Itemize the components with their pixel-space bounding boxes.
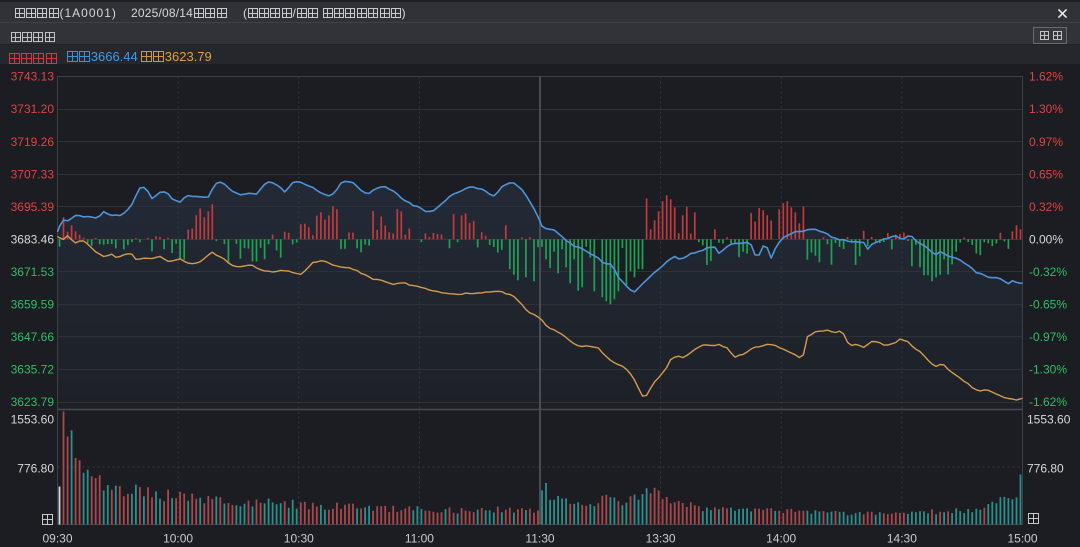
svg-text:3707.33: 3707.33: [11, 167, 55, 181]
svg-text:1.62%: 1.62%: [1029, 70, 1063, 84]
svg-text:13:30: 13:30: [646, 532, 676, 546]
svg-text:776.80: 776.80: [1027, 461, 1064, 475]
svg-text:0.65%: 0.65%: [1029, 167, 1063, 181]
svg-text:3695.39: 3695.39: [11, 200, 55, 214]
svg-text:0.00%: 0.00%: [1029, 232, 1063, 246]
svg-text:3635.72: 3635.72: [11, 363, 55, 377]
svg-text:09:30: 09:30: [42, 532, 72, 546]
svg-text:0.97%: 0.97%: [1029, 135, 1063, 149]
svg-text:14:30: 14:30: [887, 532, 917, 546]
svg-text:11:00: 11:00: [405, 532, 434, 546]
svg-text:10:30: 10:30: [284, 532, 314, 546]
svg-text:3659.59: 3659.59: [11, 298, 55, 312]
svg-text:3671.53: 3671.53: [11, 265, 55, 279]
svg-text:776.80: 776.80: [17, 461, 54, 475]
svg-text:-0.32%: -0.32%: [1029, 265, 1067, 279]
svg-text:-1.30%: -1.30%: [1029, 363, 1067, 377]
svg-text:1553.60: 1553.60: [1027, 413, 1071, 427]
svg-text:0.32%: 0.32%: [1029, 200, 1063, 214]
svg-text:14:00: 14:00: [766, 532, 796, 546]
svg-text:11:30: 11:30: [525, 532, 554, 546]
svg-text:-0.97%: -0.97%: [1029, 330, 1067, 344]
svg-text:3731.20: 3731.20: [11, 102, 55, 116]
svg-text:3647.66: 3647.66: [11, 330, 55, 344]
svg-text:-1.62%: -1.62%: [1029, 395, 1067, 409]
svg-text:15:00: 15:00: [1007, 532, 1037, 546]
svg-text:1.30%: 1.30%: [1029, 102, 1063, 116]
svg-text:3743.13: 3743.13: [11, 70, 55, 84]
svg-text:10:00: 10:00: [163, 532, 193, 546]
svg-text:3719.26: 3719.26: [11, 135, 55, 149]
svg-text:1553.60: 1553.60: [11, 413, 55, 427]
svg-text:3623.79: 3623.79: [11, 395, 55, 409]
svg-text:3683.46: 3683.46: [11, 232, 55, 246]
svg-text:-0.65%: -0.65%: [1029, 298, 1067, 312]
